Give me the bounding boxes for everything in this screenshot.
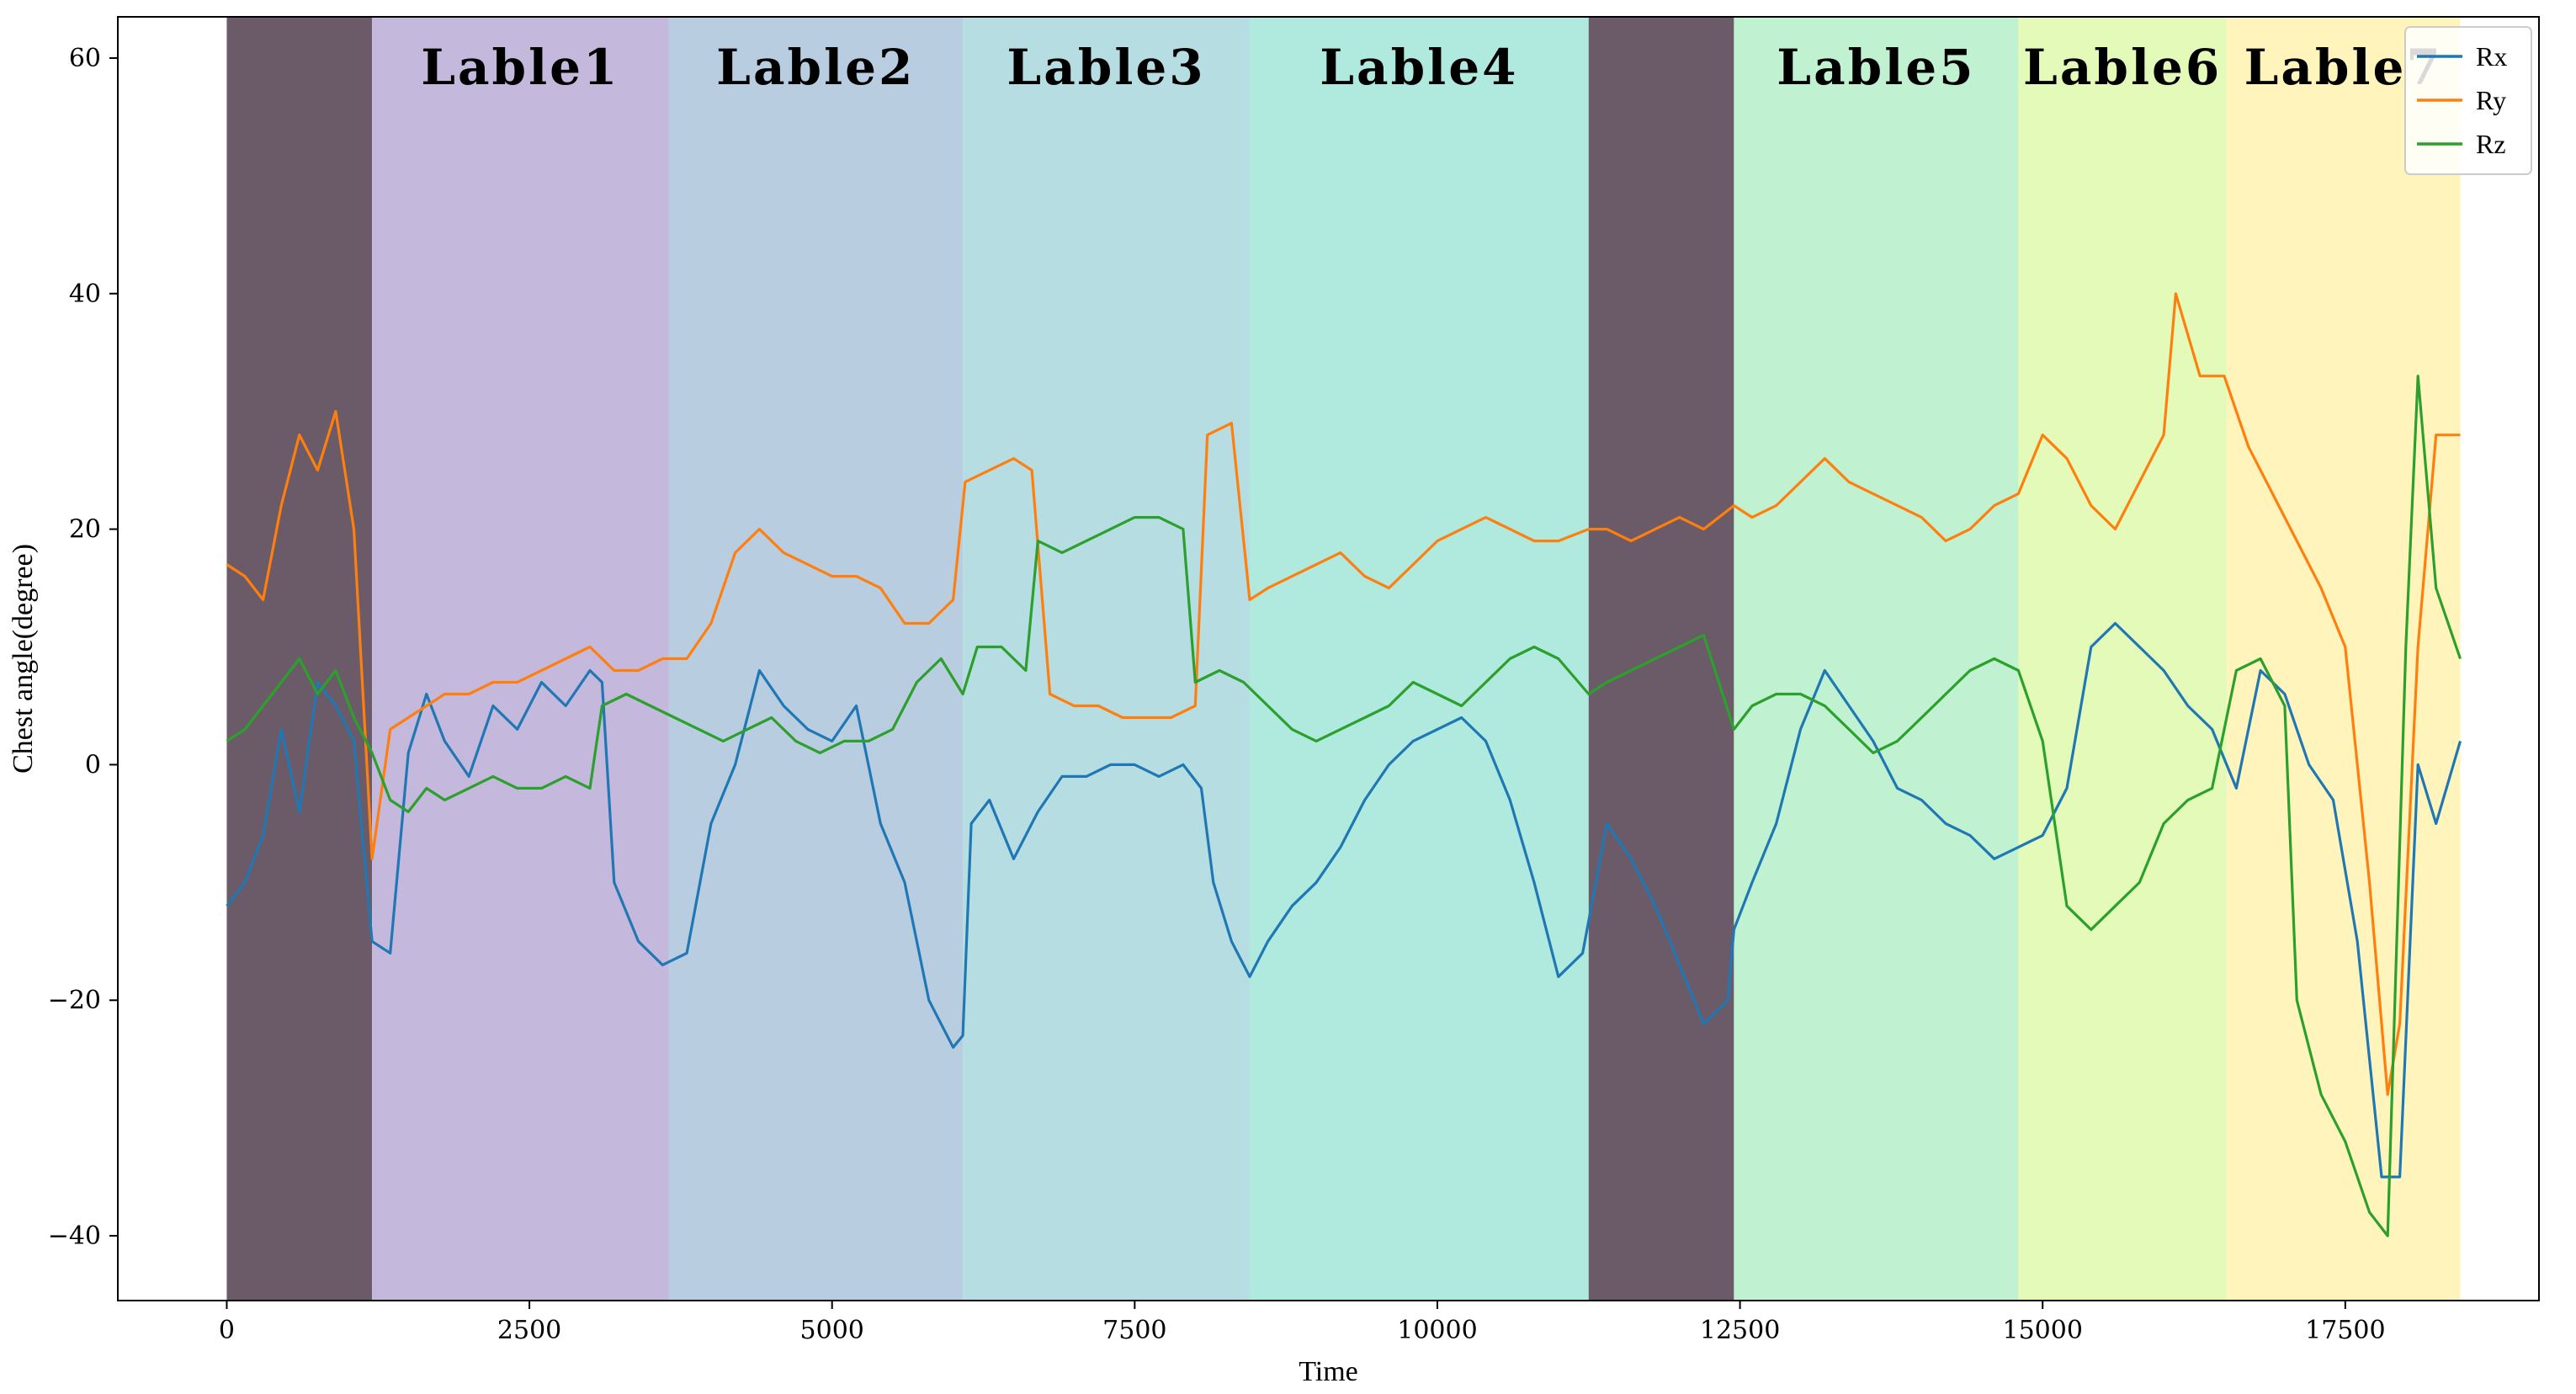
legend-label-rx: Rx — [2476, 41, 2507, 72]
region-band-5 — [1588, 17, 1734, 1301]
region-labels: Lable1 Lable2 Lable3 Lable4 Lable5 Lable6 Labl… — [421, 39, 2441, 96]
x-tick-label: 7500 — [1102, 1316, 1166, 1345]
x-tick-label: 17500 — [2305, 1316, 2385, 1345]
series-line-rx — [226, 621, 2462, 1179]
region-band-1 — [372, 17, 669, 1301]
x-tick-label: 12500 — [1700, 1316, 1780, 1345]
series-lines — [226, 292, 2462, 1237]
region-band-4 — [1249, 17, 1589, 1301]
series-line-ry — [226, 292, 2461, 1096]
y-tick-label: 20 — [69, 515, 101, 545]
region-label-lable6: Lable6 — [2023, 39, 2222, 96]
plot-frame — [117, 16, 2540, 1301]
legend-label-ry: Ry — [2476, 85, 2506, 115]
x-tick-label: 2500 — [497, 1316, 561, 1345]
y-tick-label: 40 — [69, 279, 101, 309]
x-tick-label: 0 — [219, 1316, 235, 1345]
y-tick-label: −40 — [48, 1221, 101, 1251]
region-label-lable3: Lable3 — [1006, 39, 1205, 96]
region-band-2 — [668, 17, 964, 1301]
x-tick-label: 10000 — [1397, 1316, 1477, 1345]
series-line-rz — [226, 375, 2462, 1237]
x-tick-label: 5000 — [800, 1316, 864, 1345]
legend-label-rz: Rz — [2476, 129, 2506, 159]
x-axis-ticks: 0 2500 5000 7500 10000 12500 15000 17500 — [219, 1301, 2386, 1345]
region-label-lable1: Lable1 — [421, 39, 619, 96]
y-axis-ticks: −40 −20 0 20 40 60 — [48, 44, 118, 1251]
region-band-7 — [2018, 17, 2227, 1301]
y-tick-label: 0 — [85, 750, 101, 779]
y-tick-label: −20 — [48, 986, 101, 1015]
region-band-3 — [963, 17, 1250, 1301]
region-label-lable2: Lable2 — [716, 39, 915, 96]
region-band-8 — [2226, 17, 2461, 1301]
legend: Rx Ry Rz — [2404, 26, 2532, 175]
region-label-lable5: Lable5 — [1777, 39, 1975, 96]
region-band-6 — [1734, 17, 2019, 1301]
x-axis-title: Time — [1299, 1356, 1358, 1387]
y-axis-title: Chest angle(degree) — [8, 544, 39, 774]
legend-box — [2404, 26, 2532, 175]
y-tick-label: 60 — [69, 44, 101, 73]
x-tick-label: 15000 — [2002, 1316, 2082, 1345]
region-label-lable4: Lable4 — [1320, 39, 1518, 96]
shaded-regions — [226, 17, 2461, 1301]
